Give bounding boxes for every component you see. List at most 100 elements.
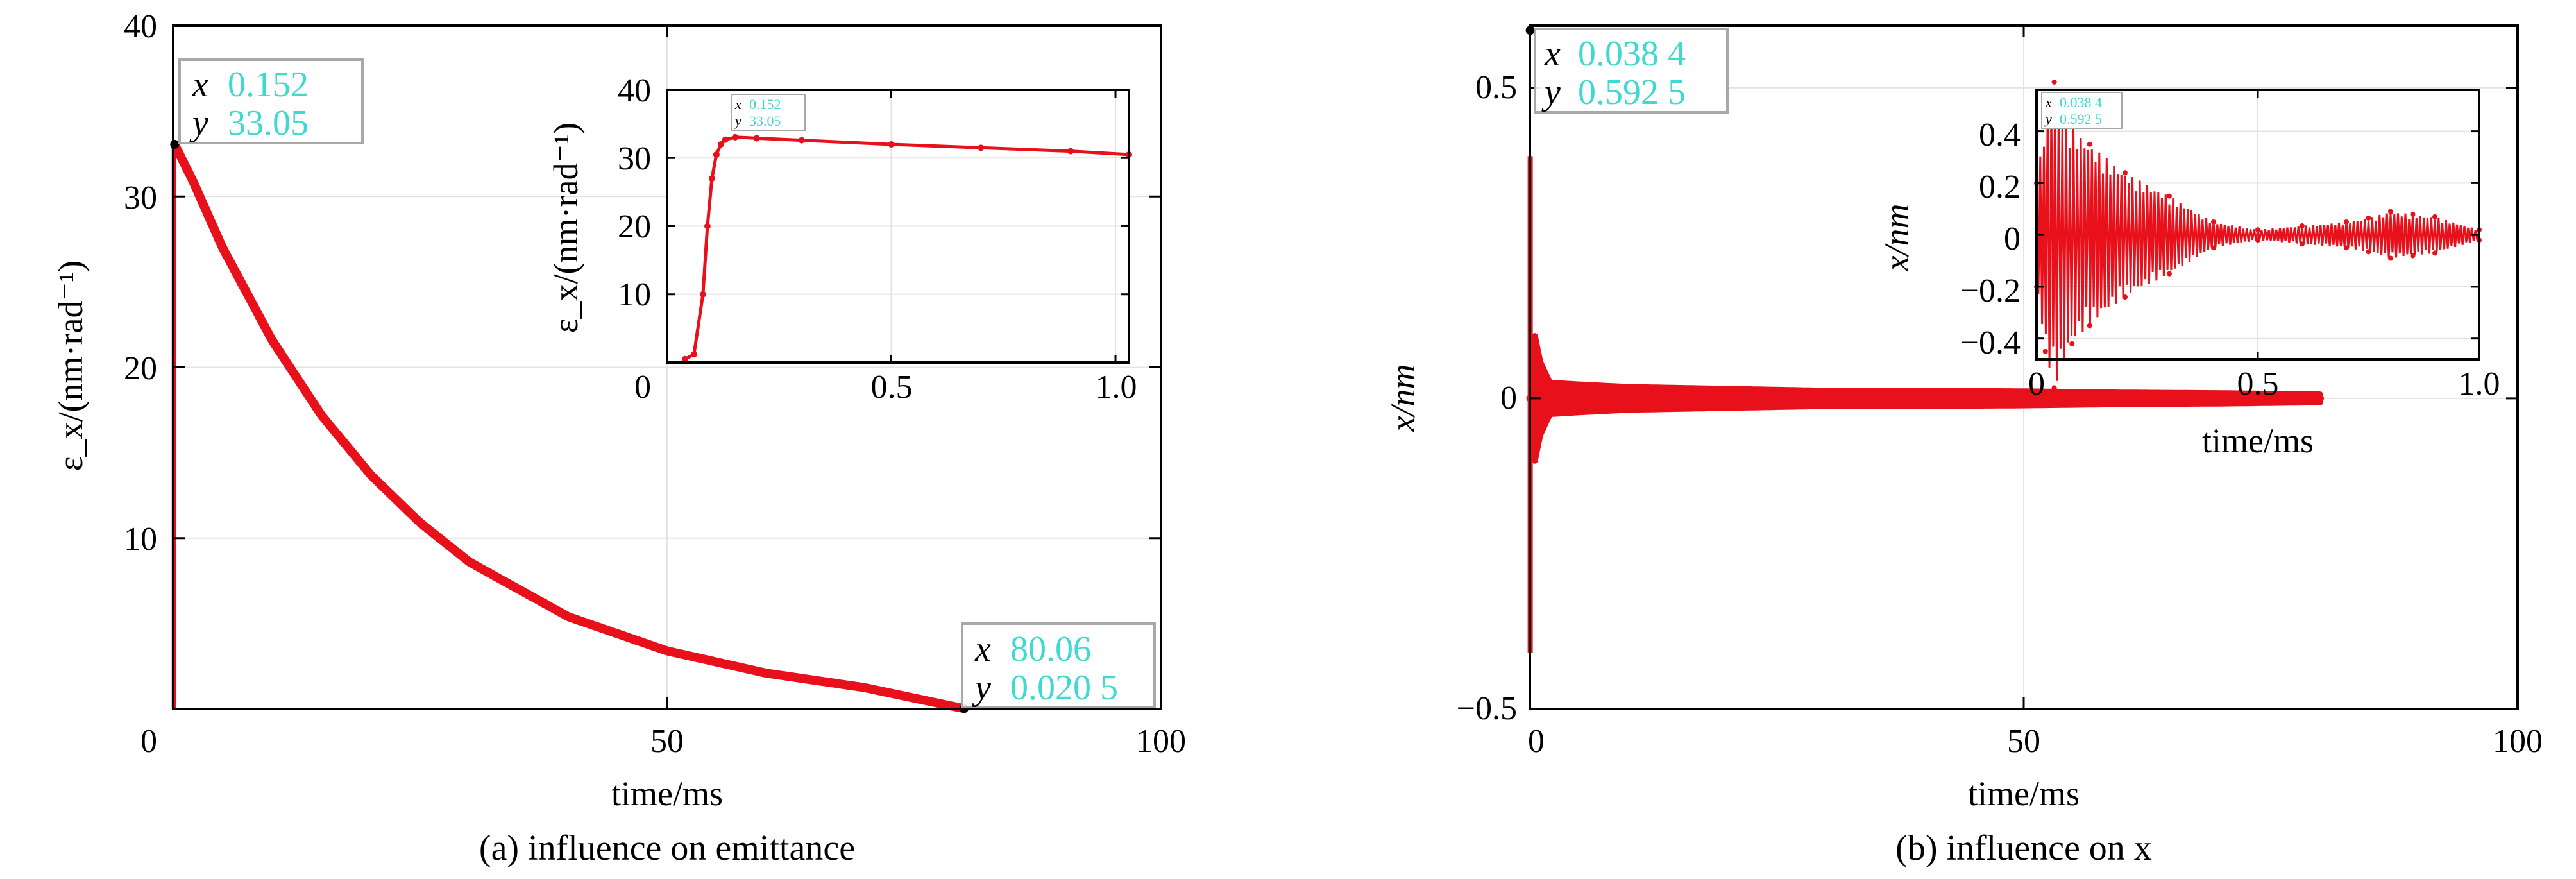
data-point [2316,394,2324,402]
data-point [2344,219,2349,225]
x-axis-label: time/ms [611,774,723,813]
inset-y-tick-label: 0 [634,369,651,405]
inset-x-tick-label: 1.0 [1096,369,1137,405]
datatip-x-value: 0.038 4 [2060,94,2102,110]
data-point [1067,148,1074,155]
data-point [416,518,424,527]
inset-datatip: x 0.038 4 y 0.592 5 [2041,92,2123,129]
data-point [717,141,724,148]
datatip-x-value: 0.152 [749,96,781,112]
data-point [367,471,375,479]
datatip-x-value: 80.06 [1010,629,1091,669]
y-tick-label: 20 [124,350,157,387]
panel-a: 40 30 20 10 0 50 100 time/ms ε_x/(nm·rad… [51,8,1186,868]
data-point [762,669,770,678]
data-point [704,223,711,230]
data-point [2432,250,2437,256]
data-point [681,355,688,363]
data-point [2211,219,2216,225]
datatip: x 80.06 y 0.020 5 [961,622,1156,708]
data-point [2123,294,2128,300]
panel-b: 0.5 0 −0.5 0 50 100 time/ms x/nm (b) inf… [1384,24,2543,868]
inset-y-tick-label: −0.4 [1960,325,2021,361]
datatip-y-key: y [2044,111,2052,127]
data-point [268,336,276,344]
data-point [2300,241,2305,247]
data-point [564,613,572,621]
datatip-x-key: x [2045,94,2052,110]
data-point [708,175,715,182]
data-point [699,291,706,298]
data-point [722,136,729,143]
ticks [172,24,1162,709]
data-point [2300,223,2305,229]
data-point [690,351,697,358]
data-point [713,151,720,158]
inset-y-tick-label: 30 [618,141,651,177]
datatip-x-value: 0.152 [228,65,309,105]
y-tick-label: 0.5 [1475,69,1517,106]
data-point [2123,170,2128,176]
x-tick-label: 0 [140,723,157,760]
y-tick-label: 30 [124,180,157,216]
inset-y-axis-label: ε_x/(nm·rad⁻¹) [547,123,585,333]
inset-emittance-series [681,133,1132,363]
inset-datatip: x 0.152 y 33.05 [731,94,806,131]
inset-y-tick-label: 0.2 [1979,169,2021,205]
y-tick-label: 0 [1500,380,1517,416]
datatip-y-key: y [972,668,991,708]
y-tick-label: 40 [124,8,157,45]
inset-y-tick-label: 20 [618,209,651,245]
ticks [1529,26,2519,710]
data-point [2410,253,2416,259]
inset-x-offset-series [2034,79,2482,391]
data-point [861,683,869,692]
data-point [1545,394,1554,402]
inset-x-axis-label: time/ms [2202,422,2314,460]
x-axis-label: time/ms [1968,774,2080,813]
inset-x-tick-label: 0.5 [871,369,913,405]
data-point [2020,394,2028,402]
datatip-box [731,94,806,131]
x-tick-label: 100 [2493,723,2543,760]
y-axis-label: x/nm [1384,364,1422,432]
data-point [2388,255,2393,261]
inset-y-axis-label: x/nm [1877,204,1916,272]
data-point [978,144,985,151]
data-point [2051,385,2057,391]
inset-x-tick-label: 0 [2028,366,2045,402]
y-tick-label: −0.5 [1457,690,1517,727]
data-point [2087,323,2092,329]
datatip-y-value: 0.020 5 [1010,668,1118,708]
datatip-box [178,58,364,144]
inset-plot: 0.4 0.2 0 −0.2 −0.4 0 0.5 1.0 time/ms x/… [1877,79,2500,460]
data-point [798,137,805,144]
data-point [2410,211,2416,217]
data-point [2119,394,2126,402]
data-point [1575,394,1583,402]
data-point [1724,394,1731,402]
inset-ticks [2035,90,2480,359]
datatip: x 0.152 y 33.05 [178,58,364,144]
datatip-box [2041,92,2123,129]
x-tick-label: 50 [650,723,684,760]
x-tick-label: 0 [1528,723,1545,760]
y-axis-label: ε_x/(nm·rad⁻¹) [51,260,90,471]
data-point [219,244,226,252]
data-point [2042,348,2048,354]
data-point [2344,245,2349,251]
data-point [2051,79,2057,85]
datatip-y-value: 33.05 [228,103,309,143]
inset-x-tick-label: 1.0 [2459,366,2500,402]
data-point [2211,245,2216,251]
datatip-marker [170,140,180,149]
data-point [2255,227,2260,233]
inset-y-tick-label: 0.4 [1979,117,2021,153]
data-point [2388,209,2393,214]
datatip-x-value: 0.038 4 [1578,34,1686,74]
data-point [2069,341,2075,346]
data-point [2366,215,2371,221]
datatip-box [961,622,1156,708]
datatip-y-key: y [734,113,741,129]
